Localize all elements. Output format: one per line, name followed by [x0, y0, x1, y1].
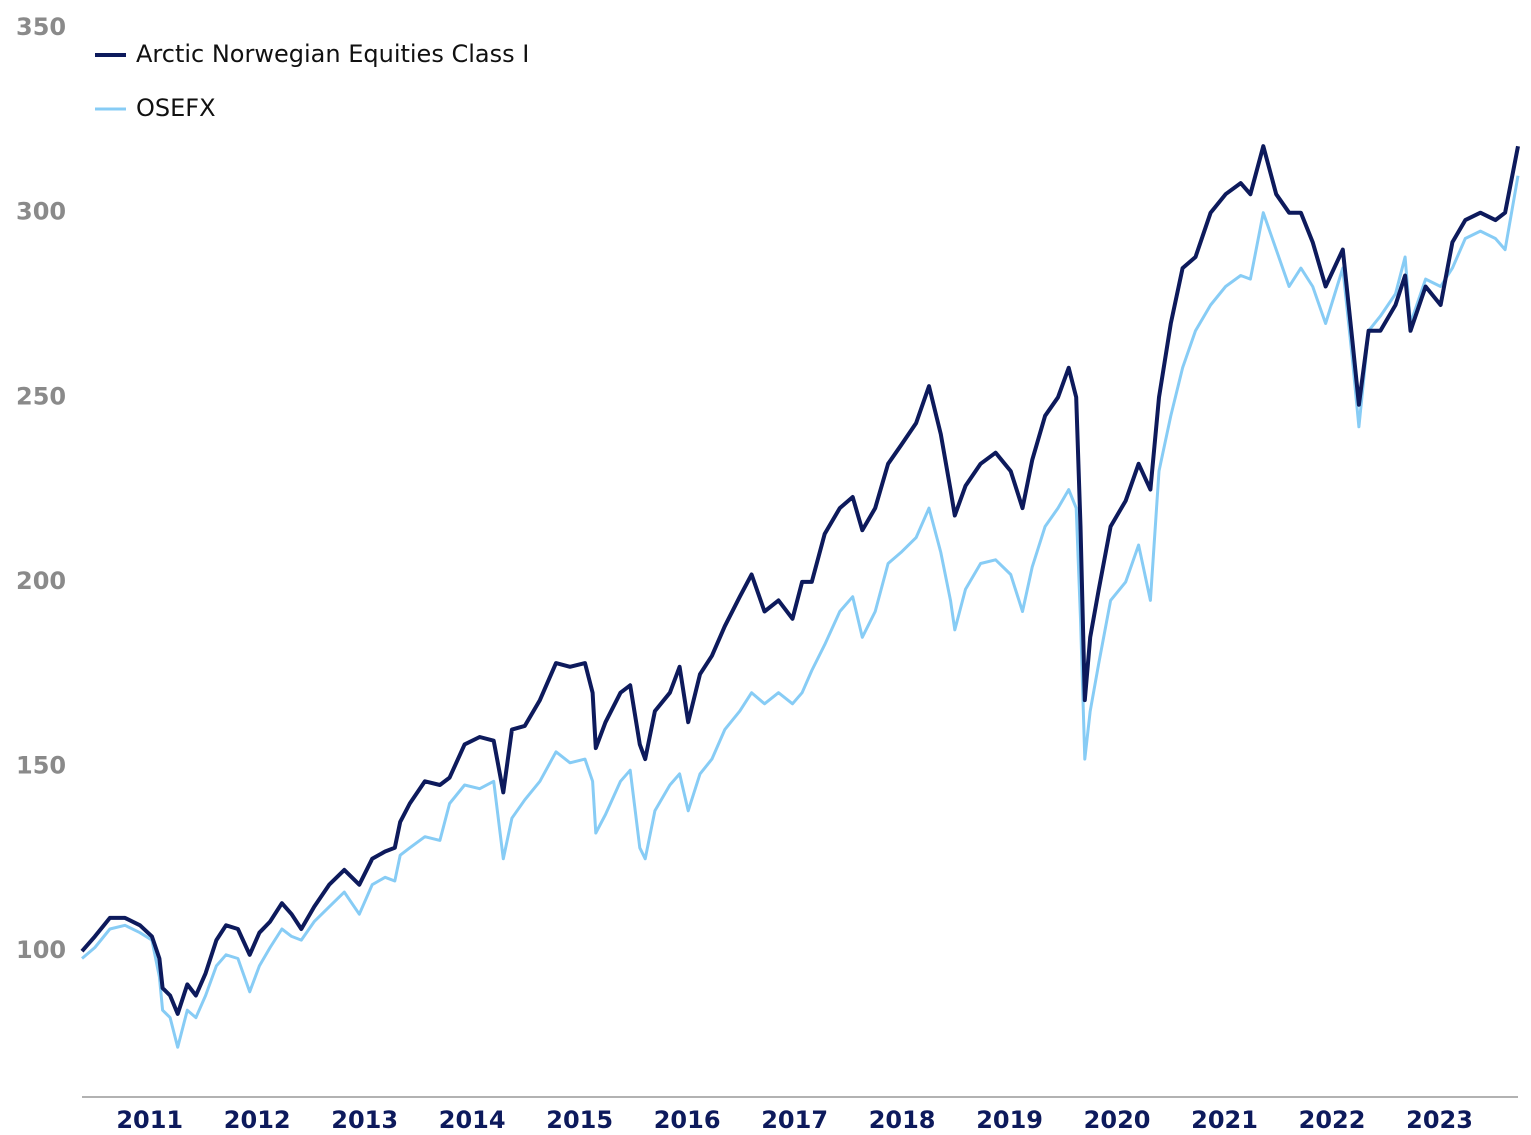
y-tick-label: 150 — [16, 752, 66, 780]
y-tick-label: 200 — [16, 567, 66, 595]
x-tick-label: 2022 — [1299, 1106, 1366, 1134]
x-tick-label: 2013 — [331, 1106, 398, 1134]
x-tick-label: 2018 — [869, 1106, 936, 1134]
x-tick-label: 2017 — [761, 1106, 828, 1134]
y-tick-label: 250 — [16, 382, 66, 410]
x-tick-label: 2015 — [546, 1106, 613, 1134]
y-tick-label: 100 — [16, 936, 66, 964]
legend-label: Arctic Norwegian Equities Class I — [136, 40, 529, 68]
series-line — [80, 144, 1520, 1016]
x-tick-label: 2014 — [439, 1106, 506, 1134]
x-tick-label: 2023 — [1406, 1106, 1473, 1134]
x-tick-label: 2011 — [116, 1106, 183, 1134]
series-line — [81, 175, 1520, 1049]
x-tick-label: 2016 — [654, 1106, 721, 1134]
x-tick-label: 2019 — [976, 1106, 1043, 1134]
legend-label: OSEFX — [136, 94, 216, 122]
x-tick-label: 2020 — [1084, 1106, 1151, 1134]
y-tick-label: 300 — [16, 198, 66, 226]
x-tick-label: 2021 — [1191, 1106, 1258, 1134]
x-tick-label: 2012 — [224, 1106, 291, 1134]
y-tick-label: 350 — [16, 13, 66, 41]
